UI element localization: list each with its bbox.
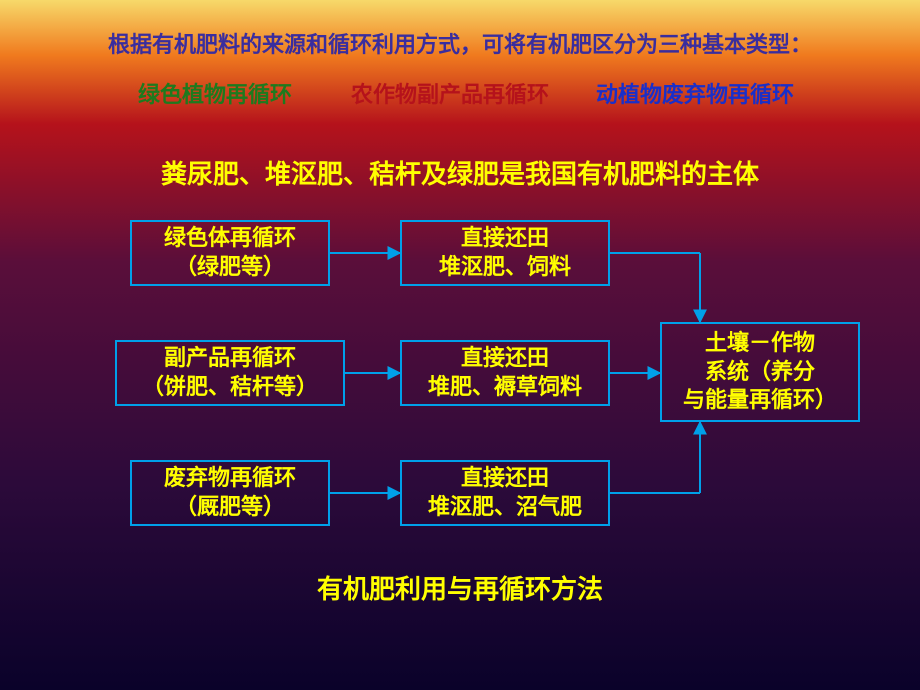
header-line: 根据有机肥料的来源和循环利用方式，可将有机肥区分为三种基本类型： (0, 31, 920, 60)
box-line: 堆肥、褥草饲料 (428, 373, 582, 402)
box-waste-output: 直接还田 堆沤肥、沼气肥 (400, 460, 610, 526)
subheader-waste: 动植物废弃物再循环 (545, 81, 845, 110)
box-line: （绿肥等） (175, 253, 285, 282)
box-line: （饼肥、秸杆等） (142, 373, 318, 402)
box-line: 绿色体再循环 (164, 224, 296, 253)
box-byproduct-recycle: 副产品再循环 （饼肥、秸杆等） (115, 340, 345, 406)
slide-root: 根据有机肥料的来源和循环利用方式，可将有机肥区分为三种基本类型： 绿色植物再循环… (0, 0, 920, 690)
box-line: 副产品再循环 (164, 344, 296, 373)
box-line: 堆沤肥、沼气肥 (428, 493, 582, 522)
caption: 有机肥利用与再循环方法 (0, 573, 920, 607)
main-statement: 粪尿肥、堆沤肥、秸杆及绿肥是我国有机肥料的主体 (0, 158, 920, 192)
box-line: 废弃物再循环 (164, 464, 296, 493)
box-waste-recycle: 废弃物再循环 （厩肥等） (130, 460, 330, 526)
box-line: （厩肥等） (175, 493, 285, 522)
box-line: 系统（养分 (705, 358, 815, 387)
box-line: 直接还田 (461, 344, 549, 373)
box-line: 直接还田 (461, 224, 549, 253)
box-line: 与能量再循环） (683, 386, 837, 415)
box-green-recycle: 绿色体再循环 （绿肥等） (130, 220, 330, 286)
box-line: 直接还田 (461, 464, 549, 493)
box-line: 堆沤肥、饲料 (439, 253, 571, 282)
box-line: 土壤－作物 (705, 329, 815, 358)
box-soil-crop-system: 土壤－作物 系统（养分 与能量再循环） (660, 322, 860, 422)
box-green-output: 直接还田 堆沤肥、饲料 (400, 220, 610, 286)
box-byproduct-output: 直接还田 堆肥、褥草饲料 (400, 340, 610, 406)
